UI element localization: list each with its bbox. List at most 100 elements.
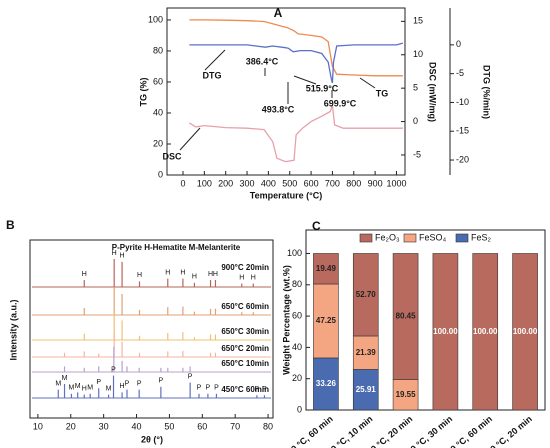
y-tick-label: 40 (153, 107, 163, 117)
peak-label: H (137, 272, 142, 279)
y-tick-label: 20 (292, 373, 302, 383)
y2-tick-label: 15 (413, 16, 423, 26)
peak-label: M (55, 380, 61, 387)
series-label: 650°C 30min (221, 327, 269, 336)
x-tick-label: 900 (368, 178, 383, 188)
legend-label: FeS₂ (471, 232, 492, 242)
y-tick-label: 0 (297, 404, 302, 414)
panel-a-frame (166, 7, 406, 176)
peak-label: H (112, 250, 117, 257)
annotation: 699.9°C (324, 98, 357, 108)
series-label: 450°C 60min (221, 385, 269, 394)
y2-tick-label: 10 (413, 49, 423, 59)
panel-label: B (6, 218, 15, 232)
peak-label: M (87, 385, 93, 392)
y-axis-title: Weight Percentage (wt.%) (281, 265, 291, 375)
value-label: 25.91 (356, 385, 377, 394)
bar-segment (432, 253, 459, 411)
legend-swatch (455, 233, 469, 243)
peak-label: P (188, 373, 193, 380)
series-label: 900°C 20min (221, 263, 269, 272)
peak-label: H (82, 385, 87, 392)
panel-label: C (312, 219, 321, 233)
curve-label: DSC (162, 151, 182, 161)
y-axis-title: Intensity (a.u.) (8, 299, 18, 360)
y2-tick-label: -5 (413, 149, 421, 159)
series-label: 650°C 60min (221, 302, 269, 311)
y2-tick-label: 0 (413, 116, 418, 126)
peak-label: P (111, 366, 116, 373)
value-label: 100.00 (473, 327, 498, 336)
curve-label: TG (376, 88, 389, 98)
y3-tick-label: -20 (456, 154, 469, 164)
annotation: 515.9°C (306, 83, 339, 93)
value-label: 47.25 (316, 316, 337, 325)
y-tick-label: 20 (153, 138, 163, 148)
x-tick-label: 70 (230, 421, 240, 431)
bar-segment (313, 357, 339, 411)
series-label: 650°C 10min (221, 359, 269, 368)
value-label: 100.00 (433, 327, 458, 336)
peak-label: H (120, 383, 125, 390)
legend-swatch (359, 233, 373, 243)
bar-segment (352, 253, 379, 337)
x-tick-label: 800 (346, 178, 361, 188)
y3-tick-label: 0 (456, 39, 461, 49)
bar-segment (392, 253, 419, 380)
y3-tick-label: -15 (456, 126, 469, 136)
y3-axis-title: DTG (%/min) (482, 65, 492, 119)
peak-label: M (75, 383, 81, 390)
x-tick-label: 30 (99, 421, 109, 431)
y-tick-label: 0 (158, 169, 163, 179)
arrows (179, 49, 376, 151)
x-tick-label: 0 (181, 178, 186, 188)
x-tick-label: 400 (261, 178, 276, 188)
peak-label: P (125, 380, 130, 387)
series-label: 650°C 20min (221, 344, 269, 353)
y2-tick-label: 5 (413, 83, 418, 93)
peak-label: M (106, 385, 112, 392)
peak-label: P (214, 385, 219, 392)
value-label: 33.26 (316, 379, 337, 388)
x-tick-label: 40 (132, 421, 142, 431)
y-axis-title: TG (%) (138, 78, 148, 107)
x-tick-label: 500 (282, 178, 297, 188)
y-tick-label: 40 (292, 342, 302, 352)
value-label: 19.55 (396, 390, 417, 399)
value-label: 100.00 (513, 327, 538, 336)
x-tick-label: 700 (325, 178, 340, 188)
x-tick-label: 10 (33, 421, 43, 431)
legend-label: Fe₂O₃ (375, 232, 400, 242)
panel-b-frame (29, 239, 274, 419)
value-label: 52.70 (356, 290, 377, 299)
data-line (189, 104, 403, 163)
y-tick-label: 80 (153, 45, 163, 55)
peak-label: H (251, 274, 256, 281)
y2-axis-title: DSC (mW/mg) (428, 62, 438, 122)
x-axis-title: Temperature (°C) (250, 190, 322, 200)
value-label: 80.45 (396, 312, 417, 321)
y-tick-label: 100 (148, 14, 163, 24)
bar-segment (472, 253, 499, 411)
x-tick-label: 60 (197, 421, 207, 431)
peak-label: M (62, 375, 68, 382)
x-tick-label: 200 (218, 178, 233, 188)
y-tick-label: 100 (287, 248, 302, 258)
y3-tick-label: -5 (456, 68, 464, 78)
data-line (189, 19, 403, 77)
data-line (189, 42, 404, 84)
y-tick-label: 60 (292, 310, 302, 320)
x-tick-label: 50 (164, 421, 174, 431)
value-label: 21.39 (356, 348, 377, 357)
value-label: 19.49 (316, 264, 337, 273)
legend-text: P-Pyrite H-Hematite M-Melanterite (112, 243, 241, 252)
legend-label: FeSO₄ (419, 232, 447, 242)
y3-tick-label: -10 (456, 97, 469, 107)
x-tick-label: 80 (263, 421, 273, 431)
peak-label: H (165, 269, 170, 276)
panel-c-frame (305, 229, 546, 411)
peak-label: M (69, 385, 75, 392)
bar-segment (392, 379, 419, 411)
x-tick-label: 300 (240, 178, 255, 188)
